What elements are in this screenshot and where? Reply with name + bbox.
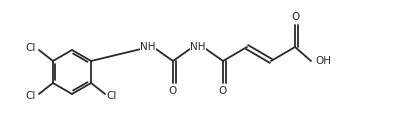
Text: O: O — [219, 86, 227, 96]
Text: NH: NH — [190, 42, 206, 52]
Text: OH: OH — [315, 56, 331, 66]
Text: Cl: Cl — [107, 91, 117, 101]
Text: O: O — [169, 86, 177, 96]
Text: NH: NH — [140, 42, 156, 52]
Text: Cl: Cl — [26, 43, 36, 53]
Text: O: O — [292, 12, 300, 22]
Text: Cl: Cl — [26, 91, 36, 101]
